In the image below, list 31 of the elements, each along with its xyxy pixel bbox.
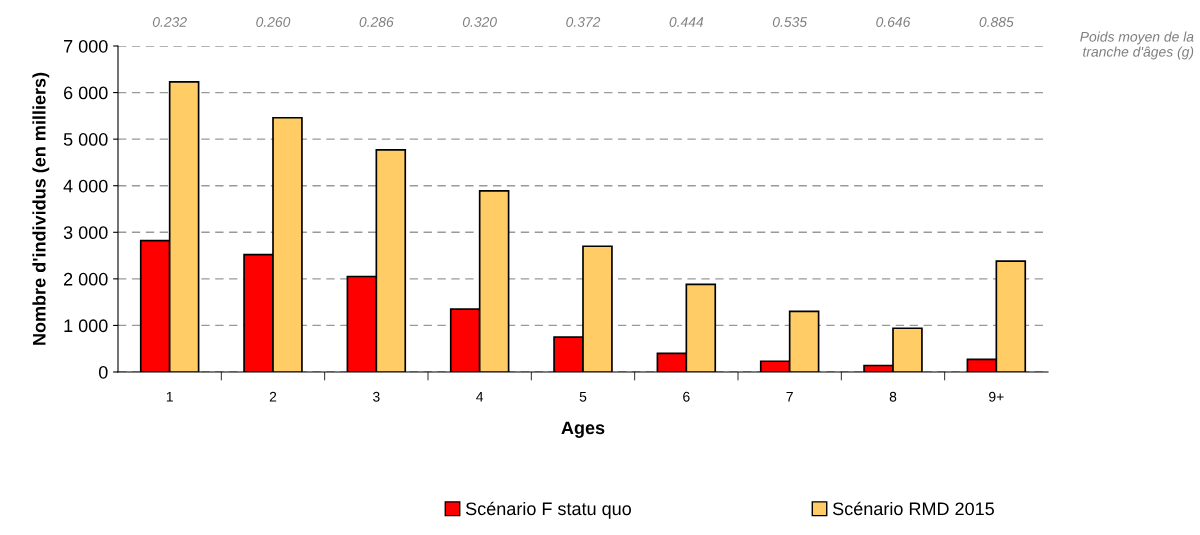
y-tick-label: 3 000 [63, 226, 108, 240]
legend-label: Scénario RMD 2015 [832, 501, 994, 516]
text: 0.232 [152, 17, 187, 27]
x-tick-label: 3 [373, 391, 380, 402]
text: 0.535 [772, 17, 808, 27]
text: 0.320 [462, 17, 497, 27]
x-tick-label: 2 [269, 391, 277, 402]
text: 0.260 [256, 17, 291, 27]
x-axis-title: Ages [561, 421, 605, 438]
y-tick-label: 2 000 [64, 272, 108, 286]
y-tick-label: 6 000 [64, 86, 108, 100]
x-tick-label: 7 [786, 391, 793, 402]
text: 0.372 [566, 17, 601, 27]
legend-label: Scénario F statu quo [465, 501, 631, 519]
y-tick-label: 1 000 [64, 319, 108, 333]
y-tick-label: 4 000 [63, 179, 108, 193]
y-tick-label: 7 000 [64, 39, 108, 53]
x-tick-label: 9+ [989, 391, 1004, 402]
text: 0.286 [359, 17, 394, 27]
text: 0.646 [876, 17, 911, 27]
x-tick-label: 1 [166, 391, 173, 402]
y-tick-label: 0 [98, 365, 108, 379]
x-tick-label: 8 [889, 391, 897, 402]
text: 0.444 [669, 17, 704, 27]
y-axis-title: Nombre d'individus (en milliers) [32, 72, 50, 345]
x-tick-label: 6 [683, 391, 690, 402]
y-tick-label: 5 000 [63, 133, 108, 146]
x-tick-label: 5 [579, 391, 587, 402]
text: 0.885 [979, 17, 1014, 27]
text: Poids moyen de la tranche d'âges (g) [1080, 31, 1194, 60]
x-tick-label: 4 [476, 391, 484, 402]
